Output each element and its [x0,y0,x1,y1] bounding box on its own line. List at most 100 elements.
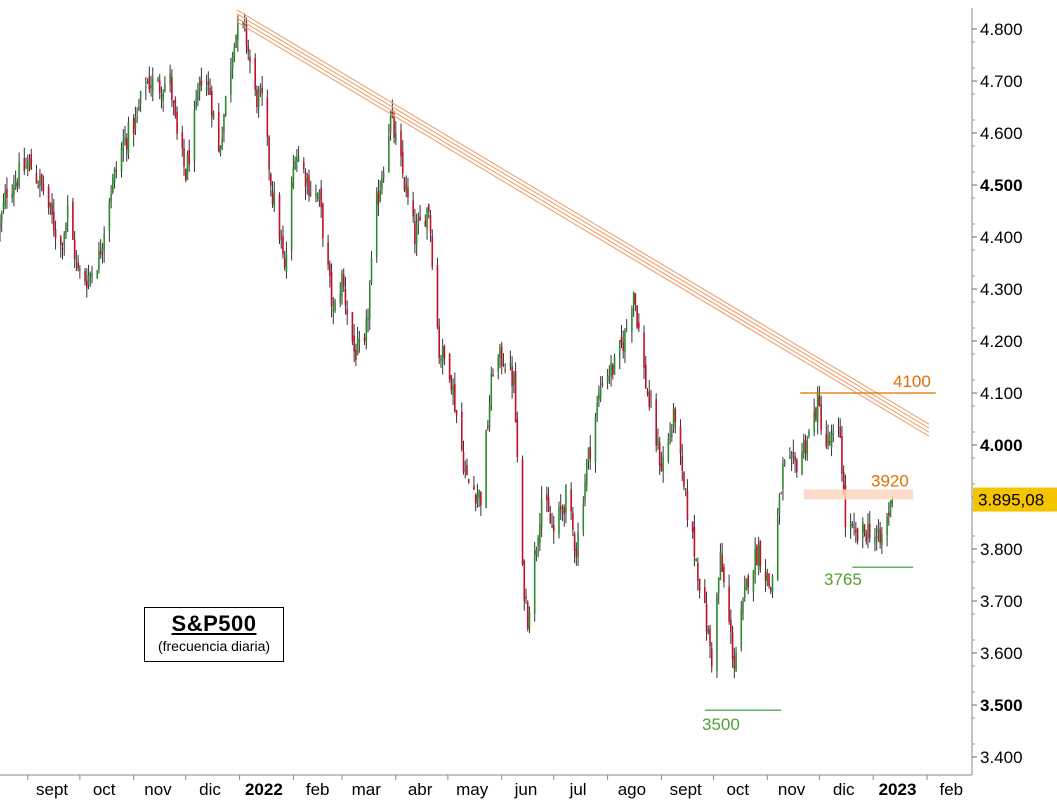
candle-body [25,166,27,168]
candle-body [210,90,213,117]
candle-body [77,262,79,269]
candle-body [381,178,383,190]
candle-body [268,136,270,170]
candle-body [794,456,796,461]
y-tick-label: 4.600 [980,124,1023,143]
candle-body [480,492,482,506]
candle-body [808,431,810,437]
candle-body [351,312,354,342]
candle-body [740,609,743,649]
candle-body [237,22,239,40]
candle-body [879,529,881,543]
candle-body [233,46,236,58]
candle-body [332,308,335,312]
candle-body [205,86,208,91]
candle-body [382,172,385,179]
candle-body [49,202,52,207]
level-label-4100: 4100 [893,372,931,391]
candle-body [622,342,625,352]
candle-body [89,273,92,276]
candle-body [195,98,197,109]
candle-body [393,115,395,138]
y-tick-label: 4.700 [980,72,1023,91]
candle-body [96,271,99,278]
candle-body [162,92,164,102]
candle-body [389,112,392,133]
candle-body [820,404,822,431]
candle-body [662,456,664,472]
candle-body [691,521,694,533]
candle-body [717,578,720,593]
candle-body [304,172,307,188]
candle-body [462,451,465,473]
candle-body [146,80,149,83]
candle-body [431,235,434,267]
y-tick-label: 4.100 [980,384,1023,403]
candle-body [37,185,39,187]
candle-body [596,402,598,417]
candle-body [334,300,336,311]
candle-body [365,318,368,341]
candle-body [551,525,553,527]
candle-body [594,416,597,462]
candle-body [120,147,123,172]
candle-body [30,154,33,170]
x-tick-label: dic [833,780,855,799]
candle-body [11,193,13,199]
candle-body [308,175,310,197]
candle-body [438,326,441,358]
candle-body [780,493,782,495]
candle-body [874,537,876,543]
candle-body [467,478,470,483]
candle-body [427,204,430,212]
candle-body [686,490,689,521]
candle-body [704,587,706,604]
chart-subtitle: (frecuencia diaria) [157,638,271,654]
candle-body [804,439,807,454]
candle-body [476,494,479,502]
candle-body [2,203,5,210]
candle-body [327,242,329,265]
candle-body [565,485,567,513]
candle-body [209,87,211,95]
x-tick-label: oct [93,780,116,799]
candle-body [306,178,309,184]
candle-body [138,106,140,110]
candle-body [223,114,225,134]
candle-body [134,116,137,130]
candle-body [270,174,272,186]
candle-body [683,472,685,487]
last-price-badge [973,487,1057,512]
resistance-trendline [236,17,930,433]
candle-body [624,330,626,352]
candle-body [561,509,564,513]
candle-body [322,203,324,239]
candle-body [679,426,682,454]
candle-body [280,239,283,241]
candle-body [752,570,755,593]
x-tick-label: 2022 [245,780,283,799]
candle-body [184,169,187,181]
candle-body [112,177,114,193]
candle-body [674,408,677,423]
candle-body [582,504,585,531]
candle-body [339,293,342,303]
candle-body [221,137,224,149]
candle-body [764,571,767,581]
candle-body [710,648,713,667]
candle-body [584,482,586,501]
candle-body [401,151,404,174]
candle-body [16,183,19,186]
candle-body [176,111,178,134]
y-tick-label: 3.500 [980,696,1023,715]
candle-body [644,364,647,389]
candle-body [414,221,416,245]
candle-body [150,85,152,88]
candle-body [72,201,74,240]
candle-body [587,447,590,462]
candle-body [424,220,427,227]
candle-body [547,497,550,512]
candle-body [75,258,78,260]
candle-body [601,383,604,385]
